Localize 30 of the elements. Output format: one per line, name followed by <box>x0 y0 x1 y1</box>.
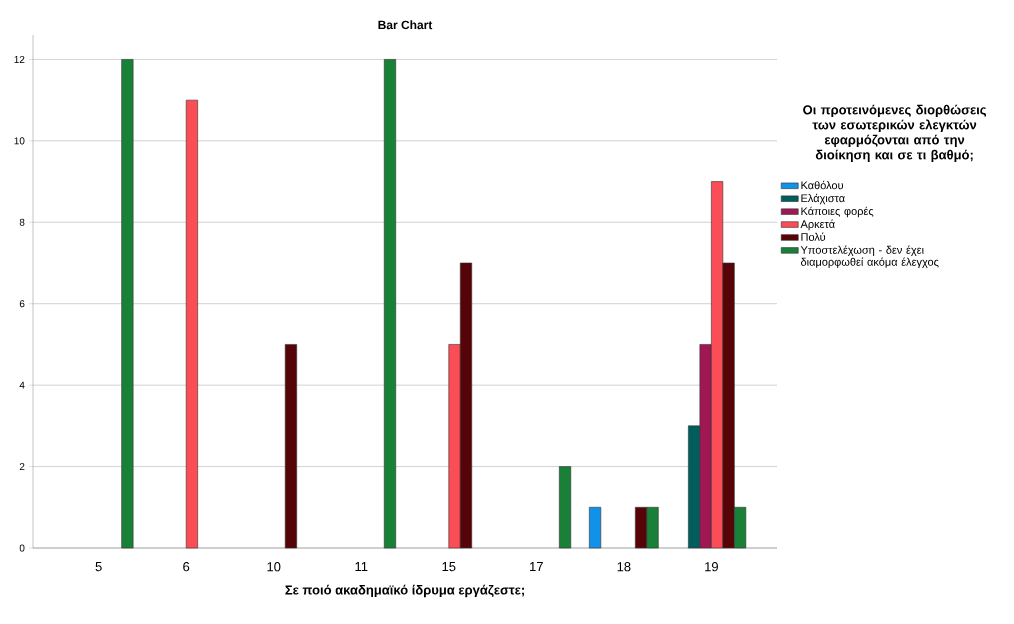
y-tick-label: 12 <box>14 55 25 63</box>
bar <box>185 99 198 549</box>
x-tick-label: 6 <box>183 562 190 572</box>
x-tick-label: 18 <box>617 562 631 572</box>
legend-title: Οι προτεινόμενες διορθώσεις των εσωτερικών ελεγκτών εφαρμόζονται από την διοίκηση και σε τι βαθμό; <box>803 104 987 162</box>
bar <box>383 59 397 549</box>
x-axis-title: Σε ποιό ακαδημαϊκό ίδρυμα εργάζεστε; <box>285 584 524 598</box>
bar <box>121 59 134 549</box>
bar <box>589 506 602 549</box>
y-tick-label: 8 <box>19 218 25 226</box>
y-tick-label: 2 <box>19 463 25 471</box>
legend-label: Πολύ <box>801 232 826 241</box>
bar <box>559 466 572 549</box>
x-tick-label: 5 <box>95 562 102 572</box>
x-tick-label: 11 <box>355 562 368 572</box>
legend-label: Υποστελέχωση - δεν έχει διαμορφωθεί ακόμα έλεγχος <box>800 245 939 269</box>
legend-label: Κάποιες φορές <box>801 206 874 218</box>
y-tick-label: 6 <box>19 300 25 308</box>
legend-label: Αρκετά <box>800 219 835 231</box>
x-tick-label: 10 <box>267 562 281 572</box>
x-tick-label: 19 <box>705 562 718 572</box>
legend-label: Καθόλου <box>801 180 844 190</box>
bar <box>284 344 298 549</box>
legend-label: Ελάχιστα <box>801 193 845 205</box>
y-tick-label: 0 <box>19 544 25 552</box>
x-tick-label: 17 <box>530 562 543 572</box>
y-tick-label: 4 <box>19 381 25 389</box>
y-tick-label: 10 <box>14 137 25 145</box>
x-tick-label: 15 <box>442 562 456 572</box>
chart-title: Bar Chart <box>378 20 433 30</box>
